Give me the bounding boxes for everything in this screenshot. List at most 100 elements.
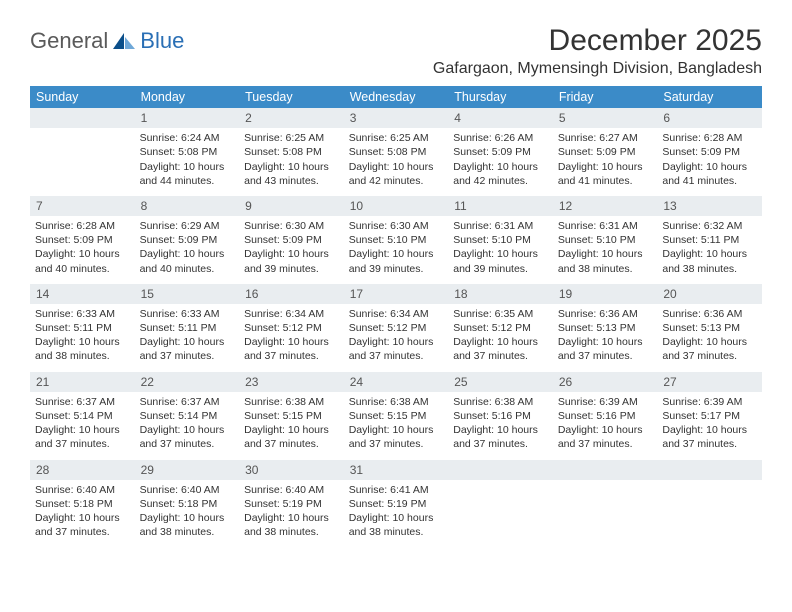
- daylight-line1: Daylight: 10 hours: [140, 160, 235, 174]
- day-detail-cell: Sunrise: 6:36 AMSunset: 5:13 PMDaylight:…: [657, 304, 762, 372]
- day-detail-cell: Sunrise: 6:40 AMSunset: 5:18 PMDaylight:…: [135, 480, 240, 548]
- daylight-line2: and 41 minutes.: [662, 174, 757, 188]
- daylight-line1: Daylight: 10 hours: [349, 247, 444, 261]
- day-detail-cell: Sunrise: 6:31 AMSunset: 5:10 PMDaylight:…: [553, 216, 658, 284]
- sunrise-line: Sunrise: 6:32 AM: [662, 219, 757, 233]
- sunrise-line: Sunrise: 6:40 AM: [35, 483, 130, 497]
- sunset-line: Sunset: 5:14 PM: [140, 409, 235, 423]
- day-number-cell: 18: [448, 284, 553, 304]
- day-detail-cell: Sunrise: 6:39 AMSunset: 5:17 PMDaylight:…: [657, 392, 762, 460]
- day-detail-cell: Sunrise: 6:34 AMSunset: 5:12 PMDaylight:…: [344, 304, 449, 372]
- daylight-line1: Daylight: 10 hours: [662, 247, 757, 261]
- day-detail-cell: Sunrise: 6:33 AMSunset: 5:11 PMDaylight:…: [135, 304, 240, 372]
- daylight-line2: and 37 minutes.: [453, 437, 548, 451]
- day-detail-cell: Sunrise: 6:30 AMSunset: 5:10 PMDaylight:…: [344, 216, 449, 284]
- daynum-row: 28293031: [30, 460, 762, 480]
- daylight-line2: and 38 minutes.: [35, 349, 130, 363]
- day-number-cell: 19: [553, 284, 658, 304]
- daylight-line1: Daylight: 10 hours: [453, 160, 548, 174]
- day-number-cell: 14: [30, 284, 135, 304]
- daylight-line2: and 40 minutes.: [140, 262, 235, 276]
- daylight-line2: and 37 minutes.: [140, 437, 235, 451]
- daylight-line1: Daylight: 10 hours: [244, 247, 339, 261]
- daylight-line1: Daylight: 10 hours: [244, 423, 339, 437]
- daylight-line1: Daylight: 10 hours: [662, 160, 757, 174]
- weekday-header: Friday: [553, 86, 658, 108]
- daylight-line2: and 37 minutes.: [662, 349, 757, 363]
- sunset-line: Sunset: 5:16 PM: [453, 409, 548, 423]
- daylight-line1: Daylight: 10 hours: [140, 423, 235, 437]
- sunset-line: Sunset: 5:09 PM: [35, 233, 130, 247]
- day-detail-cell: Sunrise: 6:28 AMSunset: 5:09 PMDaylight:…: [30, 216, 135, 284]
- sunset-line: Sunset: 5:18 PM: [140, 497, 235, 511]
- sunset-line: Sunset: 5:18 PM: [35, 497, 130, 511]
- daylight-line2: and 39 minutes.: [453, 262, 548, 276]
- day-detail-cell: [30, 128, 135, 196]
- day-number-cell: 3: [344, 108, 449, 128]
- daylight-line1: Daylight: 10 hours: [558, 423, 653, 437]
- sunset-line: Sunset: 5:15 PM: [244, 409, 339, 423]
- sunset-line: Sunset: 5:12 PM: [349, 321, 444, 335]
- sunrise-line: Sunrise: 6:37 AM: [35, 395, 130, 409]
- day-detail-cell: Sunrise: 6:40 AMSunset: 5:19 PMDaylight:…: [239, 480, 344, 548]
- sail-icon: [111, 31, 137, 51]
- sunrise-line: Sunrise: 6:39 AM: [558, 395, 653, 409]
- daylight-line2: and 39 minutes.: [244, 262, 339, 276]
- daylight-line2: and 38 minutes.: [349, 525, 444, 539]
- day-number-cell: 22: [135, 372, 240, 392]
- brand-part1: General: [30, 28, 108, 54]
- sunrise-line: Sunrise: 6:36 AM: [662, 307, 757, 321]
- sunset-line: Sunset: 5:19 PM: [349, 497, 444, 511]
- sunset-line: Sunset: 5:12 PM: [453, 321, 548, 335]
- day-detail-cell: Sunrise: 6:32 AMSunset: 5:11 PMDaylight:…: [657, 216, 762, 284]
- sunset-line: Sunset: 5:09 PM: [244, 233, 339, 247]
- daylight-line1: Daylight: 10 hours: [349, 160, 444, 174]
- daynum-row: 21222324252627: [30, 372, 762, 392]
- daylight-line2: and 41 minutes.: [558, 174, 653, 188]
- sunrise-line: Sunrise: 6:31 AM: [453, 219, 548, 233]
- day-number-cell: 4: [448, 108, 553, 128]
- day-detail-cell: [657, 480, 762, 548]
- daylight-line1: Daylight: 10 hours: [349, 335, 444, 349]
- header-row: General Blue December 2025 Gafargaon, My…: [30, 24, 762, 78]
- daylight-line2: and 37 minutes.: [453, 349, 548, 363]
- daylight-line1: Daylight: 10 hours: [558, 160, 653, 174]
- day-detail-cell: [448, 480, 553, 548]
- daylight-line2: and 37 minutes.: [140, 349, 235, 363]
- sunset-line: Sunset: 5:10 PM: [558, 233, 653, 247]
- day-detail-cell: Sunrise: 6:34 AMSunset: 5:12 PMDaylight:…: [239, 304, 344, 372]
- sunrise-line: Sunrise: 6:29 AM: [140, 219, 235, 233]
- day-detail-cell: Sunrise: 6:33 AMSunset: 5:11 PMDaylight:…: [30, 304, 135, 372]
- sunrise-line: Sunrise: 6:37 AM: [140, 395, 235, 409]
- sunrise-line: Sunrise: 6:28 AM: [662, 131, 757, 145]
- sail-light-shape: [125, 37, 135, 49]
- daylight-line1: Daylight: 10 hours: [349, 423, 444, 437]
- daylight-line1: Daylight: 10 hours: [453, 247, 548, 261]
- sunset-line: Sunset: 5:14 PM: [35, 409, 130, 423]
- day-number-cell: 1: [135, 108, 240, 128]
- day-detail-cell: Sunrise: 6:37 AMSunset: 5:14 PMDaylight:…: [135, 392, 240, 460]
- sunset-line: Sunset: 5:12 PM: [244, 321, 339, 335]
- daylight-line2: and 38 minutes.: [558, 262, 653, 276]
- sunrise-line: Sunrise: 6:40 AM: [244, 483, 339, 497]
- daylight-line1: Daylight: 10 hours: [140, 335, 235, 349]
- daylight-line1: Daylight: 10 hours: [662, 423, 757, 437]
- daylight-line1: Daylight: 10 hours: [35, 335, 130, 349]
- sunset-line: Sunset: 5:09 PM: [662, 145, 757, 159]
- day-detail-cell: Sunrise: 6:40 AMSunset: 5:18 PMDaylight:…: [30, 480, 135, 548]
- sunset-line: Sunset: 5:11 PM: [662, 233, 757, 247]
- day-number-cell: [30, 108, 135, 128]
- daylight-line2: and 38 minutes.: [662, 262, 757, 276]
- sunrise-line: Sunrise: 6:41 AM: [349, 483, 444, 497]
- day-number-cell: 10: [344, 196, 449, 216]
- daylight-line2: and 37 minutes.: [244, 349, 339, 363]
- day-detail-cell: Sunrise: 6:41 AMSunset: 5:19 PMDaylight:…: [344, 480, 449, 548]
- weekday-header: Wednesday: [344, 86, 449, 108]
- location-text: Gafargaon, Mymensingh Division, Banglade…: [433, 60, 762, 78]
- day-number-cell: 26: [553, 372, 658, 392]
- sail-dark-shape: [113, 33, 124, 49]
- day-number-cell: 2: [239, 108, 344, 128]
- daynum-row: 78910111213: [30, 196, 762, 216]
- daylight-line1: Daylight: 10 hours: [35, 247, 130, 261]
- sunrise-line: Sunrise: 6:40 AM: [140, 483, 235, 497]
